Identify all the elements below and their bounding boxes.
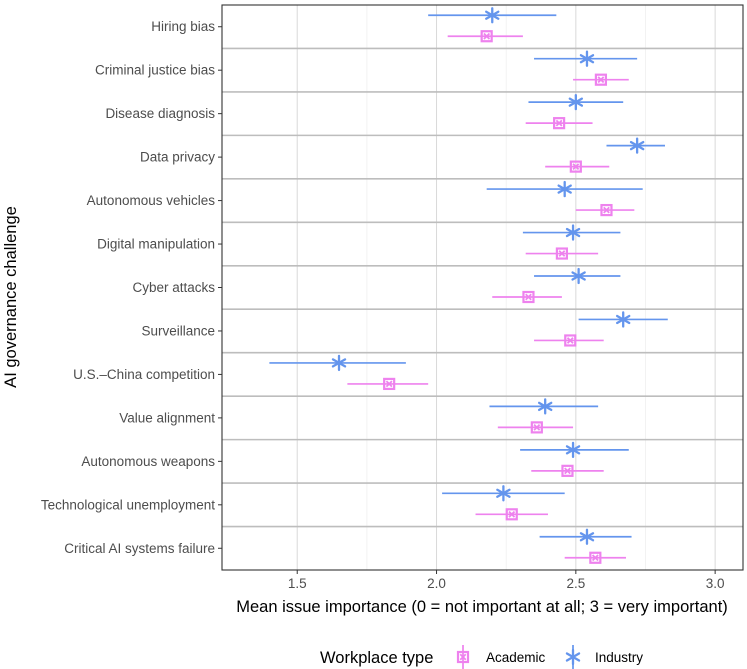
- y-tick-label: Autonomous vehicles: [87, 193, 216, 208]
- y-tick-label: Surveillance: [141, 323, 215, 338]
- legend-label-academic: Academic: [486, 650, 546, 665]
- point-industry: [537, 398, 553, 415]
- point-academic: [594, 73, 608, 86]
- y-tick-label: Hiring bias: [151, 19, 215, 34]
- y-tick-label: Critical AI systems failure: [64, 541, 215, 556]
- x-tick-label: 1.5: [288, 576, 307, 591]
- point-industry: [629, 137, 645, 154]
- point-academic: [600, 203, 613, 217]
- x-axis-title: Mean issue importance (0 = not important…: [236, 598, 728, 616]
- point-academic: [383, 377, 396, 391]
- x-tick-label: 2.0: [427, 576, 446, 591]
- point-industry: [579, 528, 595, 545]
- y-tick-label: Cyber attacks: [132, 280, 215, 295]
- point-industry: [485, 7, 500, 24]
- y-tick-label: Technological unemployment: [41, 497, 215, 512]
- legend-key-academic: [456, 645, 470, 669]
- point-academic: [569, 160, 582, 173]
- y-tick-label: U.S.–China competition: [73, 367, 215, 382]
- point-academic: [522, 290, 535, 304]
- point-industry: [331, 354, 347, 372]
- legend-title: Workplace type: [320, 649, 433, 667]
- point-industry: [568, 94, 584, 111]
- x-tick-label: 2.5: [566, 576, 585, 591]
- legend: Workplace type Academic Industry: [320, 645, 643, 669]
- point-academic: [555, 247, 569, 260]
- point-academic: [505, 508, 518, 521]
- y-tick-label: Criminal justice bias: [95, 63, 215, 78]
- point-industry: [579, 50, 595, 67]
- y-tick-label: Digital manipulation: [97, 237, 215, 252]
- y-axis-title: AI governance challenge: [2, 206, 20, 388]
- point-academic: [530, 421, 543, 434]
- y-tick-label: Disease diagnosis: [105, 106, 215, 121]
- legend-key-industry: [565, 645, 581, 669]
- point-academic: [553, 117, 566, 130]
- x-tick-label: 3.0: [706, 576, 725, 591]
- point-industry: [565, 441, 581, 458]
- point-academic: [561, 464, 574, 477]
- y-tick-label: Data privacy: [140, 150, 215, 165]
- point-academic: [589, 551, 602, 564]
- point-industry: [615, 311, 631, 328]
- point-industry: [496, 485, 511, 502]
- y-tick-label: Value alignment: [119, 410, 215, 425]
- point-industry: [565, 224, 581, 241]
- legend-label-industry: Industry: [595, 650, 643, 665]
- y-tick-label: Autonomous weapons: [81, 454, 215, 469]
- point-academic: [564, 334, 577, 347]
- point-industry: [557, 180, 572, 198]
- point-academic: [480, 30, 493, 43]
- point-industry: [571, 267, 586, 285]
